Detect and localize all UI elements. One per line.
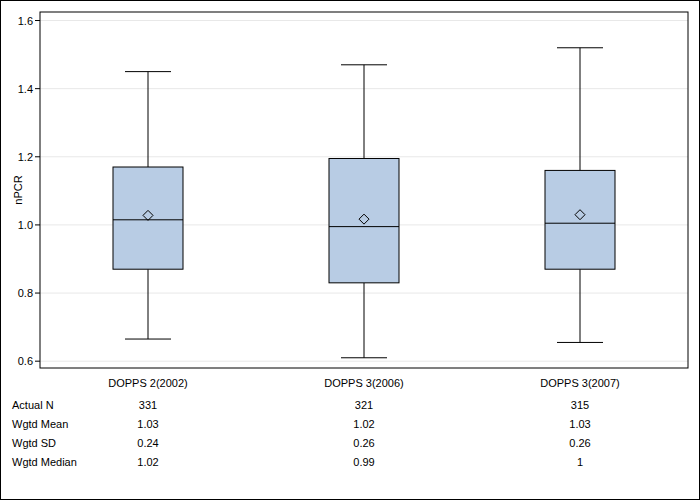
mean-marker (359, 214, 369, 224)
table-row-label: Actual N (12, 399, 54, 411)
category-label: DOPPS 3(2007) (540, 377, 619, 389)
whisker-upper (364, 65, 365, 159)
tick-mark (35, 88, 40, 89)
table-row-label: Wgtd Median (12, 456, 77, 468)
median-line (329, 226, 399, 227)
whisker-lower (148, 269, 149, 339)
whisker-upper (580, 48, 581, 171)
tick-mark (35, 20, 40, 21)
plot-frame (40, 12, 688, 368)
table-cell: 0.26 (353, 437, 374, 449)
grid-line (40, 20, 688, 21)
table-cell: 1.03 (137, 418, 158, 430)
table-row-label: Wgtd SD (12, 437, 56, 449)
whisker-cap (125, 339, 171, 340)
whisker-lower (580, 269, 581, 342)
whisker-cap (341, 64, 387, 65)
table-cell: 0.99 (353, 456, 374, 468)
category-label: DOPPS 2(2002) (108, 377, 187, 389)
whisker-cap (341, 357, 387, 358)
table-cell: 315 (571, 399, 589, 411)
table-cell: 1.02 (137, 456, 158, 468)
mean-marker (575, 210, 585, 220)
tick-label: 1.0 (18, 219, 33, 231)
table-cell: 331 (139, 399, 157, 411)
tick-mark (35, 224, 40, 225)
outer-border (1, 1, 700, 500)
table-cell: 1.02 (353, 418, 374, 430)
tick-label: 0.8 (18, 287, 33, 299)
tick-label: 0.6 (18, 355, 33, 367)
chart: 0.6 0.8 1.0 1.2 1.4 1.6 nPCR DOPPS 2(2002) DOPPS… (0, 0, 700, 500)
box (113, 167, 183, 269)
axis-title: nPCR (12, 175, 24, 204)
table-cell: 0.24 (137, 437, 158, 449)
tick-mark (35, 361, 40, 362)
whisker-cap (557, 342, 603, 343)
whisker-lower (364, 283, 365, 358)
whisker-cap (557, 47, 603, 48)
whisker-cap (125, 71, 171, 72)
table-cell: 1.03 (569, 418, 590, 430)
category-label: DOPPS 3(2006) (324, 377, 403, 389)
whisker-upper (148, 72, 149, 167)
grid-line (40, 361, 688, 362)
table-cell: 321 (355, 399, 373, 411)
median-line (545, 223, 615, 224)
table-cell: 0.26 (569, 437, 590, 449)
tick-label: 1.2 (18, 151, 33, 163)
tick-mark (35, 293, 40, 294)
tick-label: 1.6 (18, 15, 33, 27)
tick-mark (35, 156, 40, 157)
tick-label: 1.4 (18, 83, 33, 95)
boxes (113, 48, 615, 358)
table-cell: 1 (577, 456, 583, 468)
box (545, 170, 615, 269)
table-row-label: Wgtd Mean (12, 418, 68, 430)
box (329, 158, 399, 282)
mean-marker (143, 210, 153, 220)
